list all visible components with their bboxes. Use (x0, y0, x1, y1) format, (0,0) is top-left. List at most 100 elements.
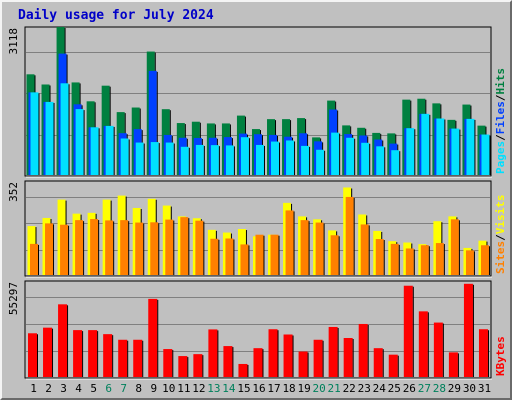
x-tick-label: 26 (403, 382, 416, 395)
kbytes-bar-shadow (307, 352, 309, 377)
sites-bar-shadow (353, 197, 355, 275)
kbytes-bar (463, 283, 473, 377)
legend-part: KBytes (494, 336, 507, 376)
sites-bar (75, 220, 84, 275)
x-tick-label: 8 (135, 382, 142, 395)
sites-bar (480, 245, 489, 275)
kbytes-bar-shadow (457, 353, 459, 377)
kbytes-bar-shadow (442, 323, 444, 377)
kbytes-bar-shadow (52, 328, 54, 377)
sites-bar-shadow (173, 220, 175, 275)
pages-bar (481, 134, 490, 175)
sites-bar (270, 234, 279, 275)
kbytes-bar-shadow (427, 312, 429, 377)
pages-bar (30, 92, 39, 175)
sites-bar (150, 222, 159, 275)
pages-bar (286, 140, 295, 175)
kbytes-bar-shadow (412, 286, 414, 377)
sites-bar-shadow (248, 245, 250, 275)
sites-bar-shadow (338, 236, 340, 275)
pages-bar-shadow (83, 110, 85, 175)
x-tick-label: 9 (150, 382, 157, 395)
kbytes-bar (133, 339, 143, 377)
sites-bar (405, 248, 414, 275)
kbytes-bar (178, 356, 188, 377)
pages-bar-shadow (324, 150, 326, 175)
kbytes-bar-shadow (202, 355, 204, 377)
kbytes-bar (163, 349, 173, 377)
pages-bar (361, 142, 370, 175)
kbytes-bar-shadow (397, 355, 399, 377)
pages-bar (376, 146, 385, 175)
pages-bar (150, 142, 159, 175)
kbytes-bar (223, 346, 233, 377)
legend-part: Pages (494, 141, 507, 174)
x-tick-label: 7 (120, 382, 127, 395)
sites-bar (285, 210, 294, 275)
x-tick-label: 2 (45, 382, 52, 395)
kbytes-bar (238, 363, 248, 377)
x-tick-label: 10 (162, 382, 175, 395)
pages-bar-shadow (113, 126, 115, 175)
pages-bar (135, 142, 144, 175)
sites-bar (195, 220, 204, 275)
legend-part: / (494, 234, 507, 241)
kbytes-bar (73, 330, 83, 377)
sites-bar-shadow (443, 244, 445, 275)
kbytes-bar-shadow (97, 331, 99, 377)
right-legend-2: Sites/Visits (494, 195, 507, 275)
sites-bar (90, 219, 99, 275)
x-tick-label: 31 (478, 382, 491, 395)
x-tick-label: 24 (373, 382, 387, 395)
files-bar (148, 70, 157, 175)
pages-bar-shadow (294, 141, 296, 175)
x-tick-label: 22 (343, 382, 356, 395)
legend-part: Files (494, 101, 507, 134)
x-tick-label: 18 (282, 382, 295, 395)
kbytes-bar-shadow (37, 334, 38, 377)
kbytes-bar (298, 351, 308, 377)
sites-bar (255, 234, 264, 275)
kbytes-bar-shadow (112, 335, 114, 377)
pages-bar (75, 109, 84, 175)
pages-bar-shadow (158, 143, 160, 175)
kbytes-bar (193, 354, 203, 377)
sites-bar (225, 238, 234, 275)
x-tick-label: 19 (297, 382, 310, 395)
sites-bar-shadow (293, 211, 295, 275)
sites-bar (390, 243, 399, 275)
sites-bar-shadow (488, 246, 490, 275)
sites-bar (210, 238, 219, 275)
sites-bar-shadow (413, 249, 415, 275)
pages-bar (195, 144, 204, 175)
x-tick-label: 4 (75, 382, 82, 395)
sites-bar-shadow (98, 220, 100, 275)
pages-bar-shadow (188, 147, 190, 175)
pages-bar (331, 132, 340, 175)
pages-bar (90, 127, 99, 175)
kbytes-bar-shadow (337, 327, 339, 377)
pages-bar-shadow (203, 145, 205, 175)
kbytes-bar-shadow (82, 331, 84, 377)
kbytes-bar-shadow (187, 357, 189, 377)
sites-bar (375, 239, 384, 275)
kbytes-bar-shadow (127, 340, 129, 377)
pages-bar (105, 125, 114, 175)
sites-bar (135, 222, 144, 275)
pages-bar (346, 137, 355, 175)
sites-bar (420, 245, 429, 275)
kbytes-bar (478, 329, 488, 377)
kbytes-bar-shadow (352, 339, 354, 377)
x-tick-label: 20 (313, 382, 326, 395)
legend-part: Hits (494, 68, 507, 95)
sites-bar-shadow (128, 221, 130, 275)
kbytes-bar (208, 329, 218, 377)
sites-bar (30, 243, 38, 275)
x-tick-label: 5 (90, 382, 97, 395)
sites-bar (330, 235, 339, 275)
pages-bar-shadow (128, 139, 130, 175)
right-legend-1: Pages/Files/Hits (494, 68, 507, 174)
right-legend-3: KBytes (494, 336, 507, 376)
pages-bar-shadow (233, 146, 235, 175)
x-tick-label: 15 (237, 382, 250, 395)
